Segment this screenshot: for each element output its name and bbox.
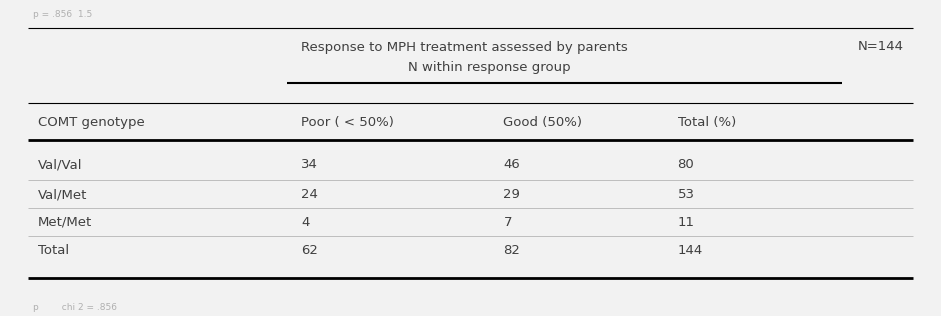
- Text: Met/Met: Met/Met: [38, 216, 92, 228]
- Text: 24: 24: [301, 189, 318, 202]
- Text: Total (%): Total (%): [678, 116, 736, 129]
- Text: Val/Met: Val/Met: [38, 189, 87, 202]
- Text: 82: 82: [503, 244, 520, 257]
- Text: COMT genotype: COMT genotype: [38, 116, 144, 129]
- Text: 4: 4: [301, 216, 310, 228]
- Text: Val/Val: Val/Val: [38, 159, 82, 172]
- Text: p        chi 2 = .856: p chi 2 = .856: [33, 303, 117, 313]
- Text: 34: 34: [301, 159, 318, 172]
- Text: Response to MPH treatment assessed by parents: Response to MPH treatment assessed by pa…: [301, 40, 628, 53]
- Text: 53: 53: [678, 189, 694, 202]
- Text: p = .856  1.5: p = .856 1.5: [33, 10, 92, 19]
- Text: 80: 80: [678, 159, 694, 172]
- Text: Poor ( < 50%): Poor ( < 50%): [301, 116, 394, 129]
- Text: Total: Total: [38, 244, 69, 257]
- Text: 7: 7: [503, 216, 512, 228]
- Text: 29: 29: [503, 189, 520, 202]
- Text: 144: 144: [678, 244, 703, 257]
- Text: N=144: N=144: [857, 40, 903, 53]
- Text: Good (50%): Good (50%): [503, 116, 582, 129]
- Text: 62: 62: [301, 244, 318, 257]
- Text: N within response group: N within response group: [408, 62, 570, 75]
- Text: 11: 11: [678, 216, 694, 228]
- Text: 46: 46: [503, 159, 520, 172]
